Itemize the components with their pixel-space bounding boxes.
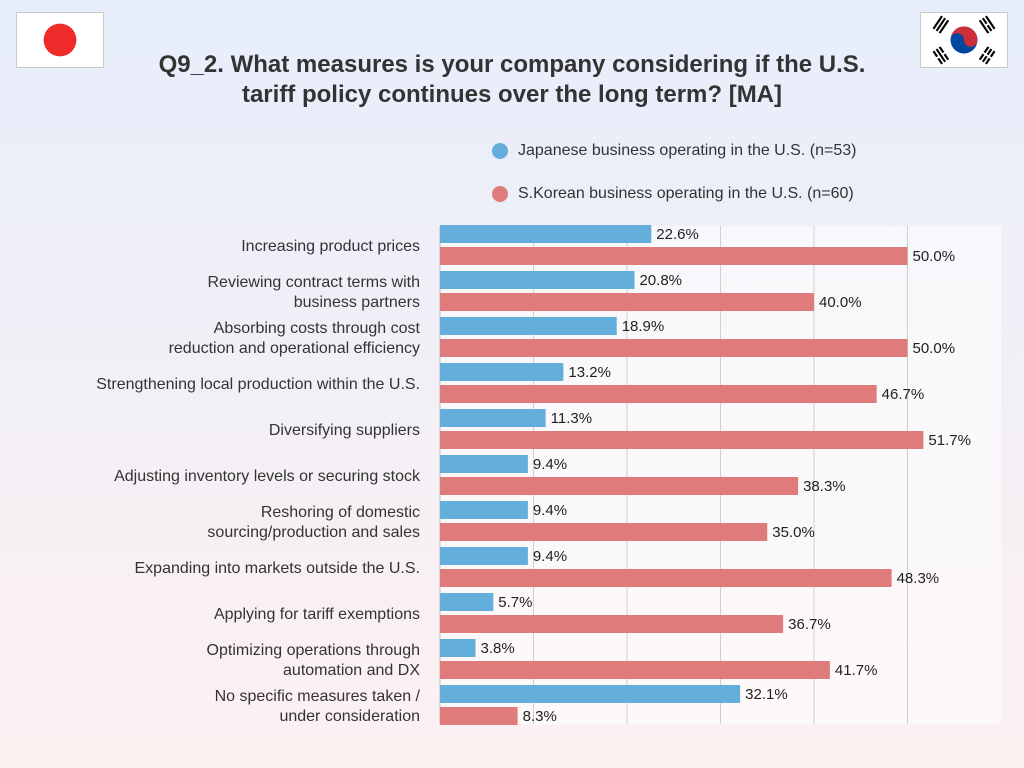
bar-japan-0 (440, 225, 652, 243)
bar-korea-2 (440, 339, 908, 357)
legend-label-japan: Japanese business operating in the U.S. … (518, 142, 857, 159)
bar-korea-1 (440, 293, 814, 311)
bar-korea-7 (440, 569, 892, 587)
bar-korea-3 (440, 385, 877, 403)
bar-japan-8 (440, 593, 494, 611)
bar-korea-6 (440, 523, 768, 541)
category-label-5: Adjusting inventory levels or securing s… (114, 468, 421, 485)
data-label-japan-9: 3.8% (481, 640, 515, 657)
category-label-7: Expanding into markets outside the U.S. (135, 560, 421, 577)
bar-japan-9 (440, 639, 476, 657)
data-label-japan-0: 22.6% (656, 226, 699, 243)
data-label-korea-1: 40.0% (819, 294, 862, 311)
bar-korea-4 (440, 431, 924, 449)
bar-japan-7 (440, 547, 528, 565)
category-label-3: Strengthening local production within th… (96, 376, 420, 393)
category-label-8: Applying for tariff exemptions (214, 606, 420, 623)
data-label-korea-2: 50.0% (913, 340, 956, 357)
bar-japan-4 (440, 409, 546, 427)
japan-flag-icon (16, 12, 104, 68)
legend-item-japan: Japanese business operating in the U.S. … (492, 138, 856, 164)
bar-japan-10 (440, 685, 741, 703)
bar-japan-2 (440, 317, 617, 335)
category-label-9: Optimizing operations through automation … (207, 642, 421, 679)
bar-japan-3 (440, 363, 564, 381)
bar-korea-8 (440, 615, 784, 633)
category-label-1: Reviewing contract terms with business pa… (207, 274, 420, 311)
data-label-japan-2: 18.9% (622, 318, 665, 335)
data-label-korea-5: 38.3% (803, 478, 846, 495)
category-label-6: Reshoring of domestic sourcing/production… (207, 504, 420, 541)
category-label-2: Absorbing costs through cost reduction an… (169, 320, 421, 357)
data-label-japan-6: 9.4% (533, 502, 567, 519)
bar-japan-6 (440, 501, 528, 519)
data-label-korea-7: 48.3% (897, 570, 940, 587)
chart-title: Q9_2. What measures is your company cons… (110, 50, 914, 110)
bar-japan-1 (440, 271, 635, 289)
bar-korea-5 (440, 477, 799, 495)
legend-swatch-japan (492, 143, 508, 159)
data-label-japan-8: 5.7% (498, 594, 532, 611)
south-korea-flag-icon (920, 12, 1008, 68)
data-label-korea-4: 51.7% (928, 432, 971, 449)
data-label-japan-1: 20.8% (639, 272, 682, 289)
legend-swatch-korea (492, 186, 508, 202)
data-label-korea-10: 8.3% (523, 708, 557, 725)
bar-korea-0 (440, 247, 908, 265)
bar-japan-5 (440, 455, 528, 473)
chart-legend: Japanese business operating in the U.S. … (492, 138, 856, 224)
chart-title-line-1: Q9_2. What measures is your company cons… (158, 51, 866, 78)
data-label-korea-8: 36.7% (788, 616, 831, 633)
data-label-korea-6: 35.0% (772, 524, 815, 541)
category-label-0: Increasing product prices (241, 238, 420, 255)
chart-title-line-2: tariff policy continues over the long te… (241, 81, 783, 108)
bar-korea-10 (440, 707, 518, 725)
category-label-10: No specific measures taken / under consid… (215, 688, 421, 725)
data-label-korea-9: 41.7% (835, 662, 878, 679)
data-label-japan-7: 9.4% (533, 548, 567, 565)
data-label-korea-3: 46.7% (882, 386, 925, 403)
legend-item-korea: S.Korean business operating in the U.S. … (492, 181, 856, 207)
data-label-japan-5: 9.4% (533, 456, 567, 473)
bar-korea-9 (440, 661, 830, 679)
data-label-japan-10: 32.1% (745, 686, 788, 703)
data-label-japan-4: 11.3% (551, 410, 592, 427)
data-label-japan-3: 13.2% (568, 364, 611, 381)
legend-label-korea: S.Korean business operating in the U.S. … (518, 185, 854, 202)
category-label-4: Diversifying suppliers (269, 422, 420, 439)
data-label-korea-0: 50.0% (913, 248, 956, 265)
